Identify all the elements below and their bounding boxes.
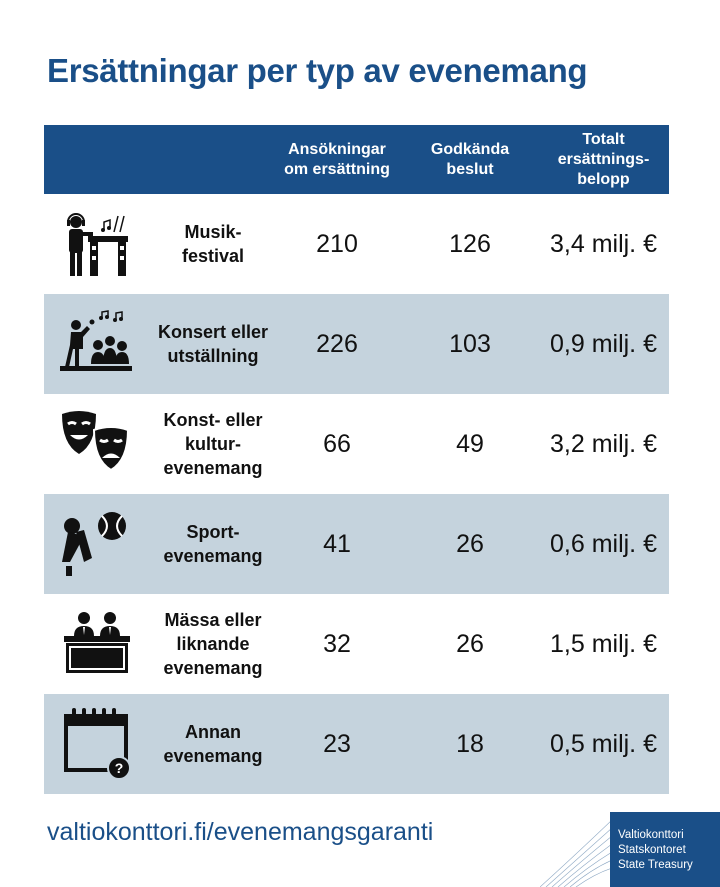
dj-music-festival-icon bbox=[54, 208, 134, 280]
total-value: 0,9 milj. € bbox=[550, 329, 657, 358]
category-label: Konst- eller kultur-evenemang bbox=[149, 394, 277, 494]
fair-booth-icon bbox=[54, 608, 134, 680]
applications-value: 210 bbox=[316, 229, 358, 258]
header-total-line-1: Totalt bbox=[582, 130, 625, 148]
category-line: Annan bbox=[184, 722, 241, 742]
category-label: Musik-festival bbox=[149, 194, 277, 294]
brand-line-en: State Treasury bbox=[618, 859, 693, 871]
sport-shuttlecock-ball-icon bbox=[54, 508, 134, 580]
category-line: evenemang bbox=[163, 746, 263, 766]
svg-text:?: ? bbox=[115, 760, 124, 776]
table-row: Mässa eller liknande evenemang 32 26 1,5 m… bbox=[44, 594, 669, 694]
approved-value: 26 bbox=[456, 629, 484, 658]
header-applications: Ansökningar om ersättning bbox=[284, 125, 390, 194]
category-line: evenemang bbox=[163, 458, 263, 478]
header-applications-line-1: Ansökningar bbox=[288, 140, 386, 158]
page-title: Ersättningar per typ av evenemang bbox=[47, 52, 588, 89]
category-label: Sport-evenemang bbox=[149, 494, 277, 594]
category-line: evenemang bbox=[163, 546, 263, 566]
concert-singer-audience-icon bbox=[54, 308, 134, 380]
applications-value: 66 bbox=[323, 429, 351, 458]
approved-value: 49 bbox=[456, 429, 484, 458]
category-line: Musik- bbox=[184, 222, 242, 242]
category-line: evenemang bbox=[163, 658, 263, 678]
table-row: Musik-festival 210 126 3,4 milj. € bbox=[44, 194, 669, 294]
approved-value: 18 bbox=[456, 729, 484, 758]
category-line: liknande bbox=[176, 634, 250, 654]
brand-line-fi: Valtiokonttori bbox=[618, 829, 684, 841]
theatre-masks-icon bbox=[54, 408, 134, 480]
total-value: 0,6 milj. € bbox=[550, 529, 657, 558]
total-value: 1,5 milj. € bbox=[550, 629, 657, 658]
calendar-question-icon: ? bbox=[54, 708, 134, 780]
approved-value: 26 bbox=[456, 529, 484, 558]
header-approved-line-1: Godkända bbox=[430, 140, 510, 158]
category-label: Mässa eller liknande evenemang bbox=[149, 594, 277, 694]
header-approved-line-2: beslut bbox=[446, 160, 494, 178]
category-line: Konsert eller bbox=[157, 322, 269, 342]
category-line: Konst- eller bbox=[163, 410, 263, 430]
footer-link[interactable]: valtiokonttori.fi/evenemangsgaranti bbox=[47, 818, 434, 846]
brand-logo: Valtiokonttori Statskontoret State Treas… bbox=[610, 812, 720, 887]
table-row: ? Annan evenemang 23 18 0,5 milj. € bbox=[44, 694, 669, 794]
applications-value: 41 bbox=[323, 529, 351, 558]
category-line: festival bbox=[181, 246, 245, 266]
category-line: kultur- bbox=[184, 434, 241, 454]
approved-value: 126 bbox=[449, 229, 491, 258]
category-line: Mässa eller bbox=[164, 610, 262, 630]
category-line: Sport- bbox=[186, 522, 240, 542]
total-value: 3,2 milj. € bbox=[550, 429, 657, 458]
header-applications-line-2: om ersättning bbox=[284, 160, 390, 178]
category-label: Annan evenemang bbox=[149, 694, 277, 794]
applications-value: 32 bbox=[323, 629, 351, 658]
total-value: 0,5 milj. € bbox=[550, 729, 657, 758]
decorative-waves-icon bbox=[540, 819, 612, 887]
compensation-table: Ansökningar om ersättning Godkända beslut … bbox=[44, 125, 669, 794]
table-row: Konsert eller utställning 226 103 0,9 mil… bbox=[44, 294, 669, 394]
table-row: Sport-evenemang 41 26 0,6 milj. € bbox=[44, 494, 669, 594]
table-header: Ansökningar om ersättning Godkända beslut … bbox=[44, 125, 669, 194]
applications-value: 226 bbox=[316, 329, 358, 358]
header-approved: Godkända beslut bbox=[417, 125, 523, 194]
table-row: Konst- eller kultur-evenemang 66 49 3,2 m… bbox=[44, 394, 669, 494]
total-value: 3,4 milj. € bbox=[550, 229, 657, 258]
category-label: Konsert eller utställning bbox=[149, 294, 277, 394]
header-total-line-2: ersättnings- bbox=[557, 150, 650, 168]
brand-line-sv: Statskontoret bbox=[618, 844, 686, 856]
applications-value: 23 bbox=[323, 729, 351, 758]
header-total-line-3: belopp bbox=[577, 170, 630, 188]
header-total: Totalt ersättnings-belopp bbox=[538, 125, 669, 194]
category-line: utställning bbox=[167, 346, 259, 366]
approved-value: 103 bbox=[449, 329, 491, 358]
